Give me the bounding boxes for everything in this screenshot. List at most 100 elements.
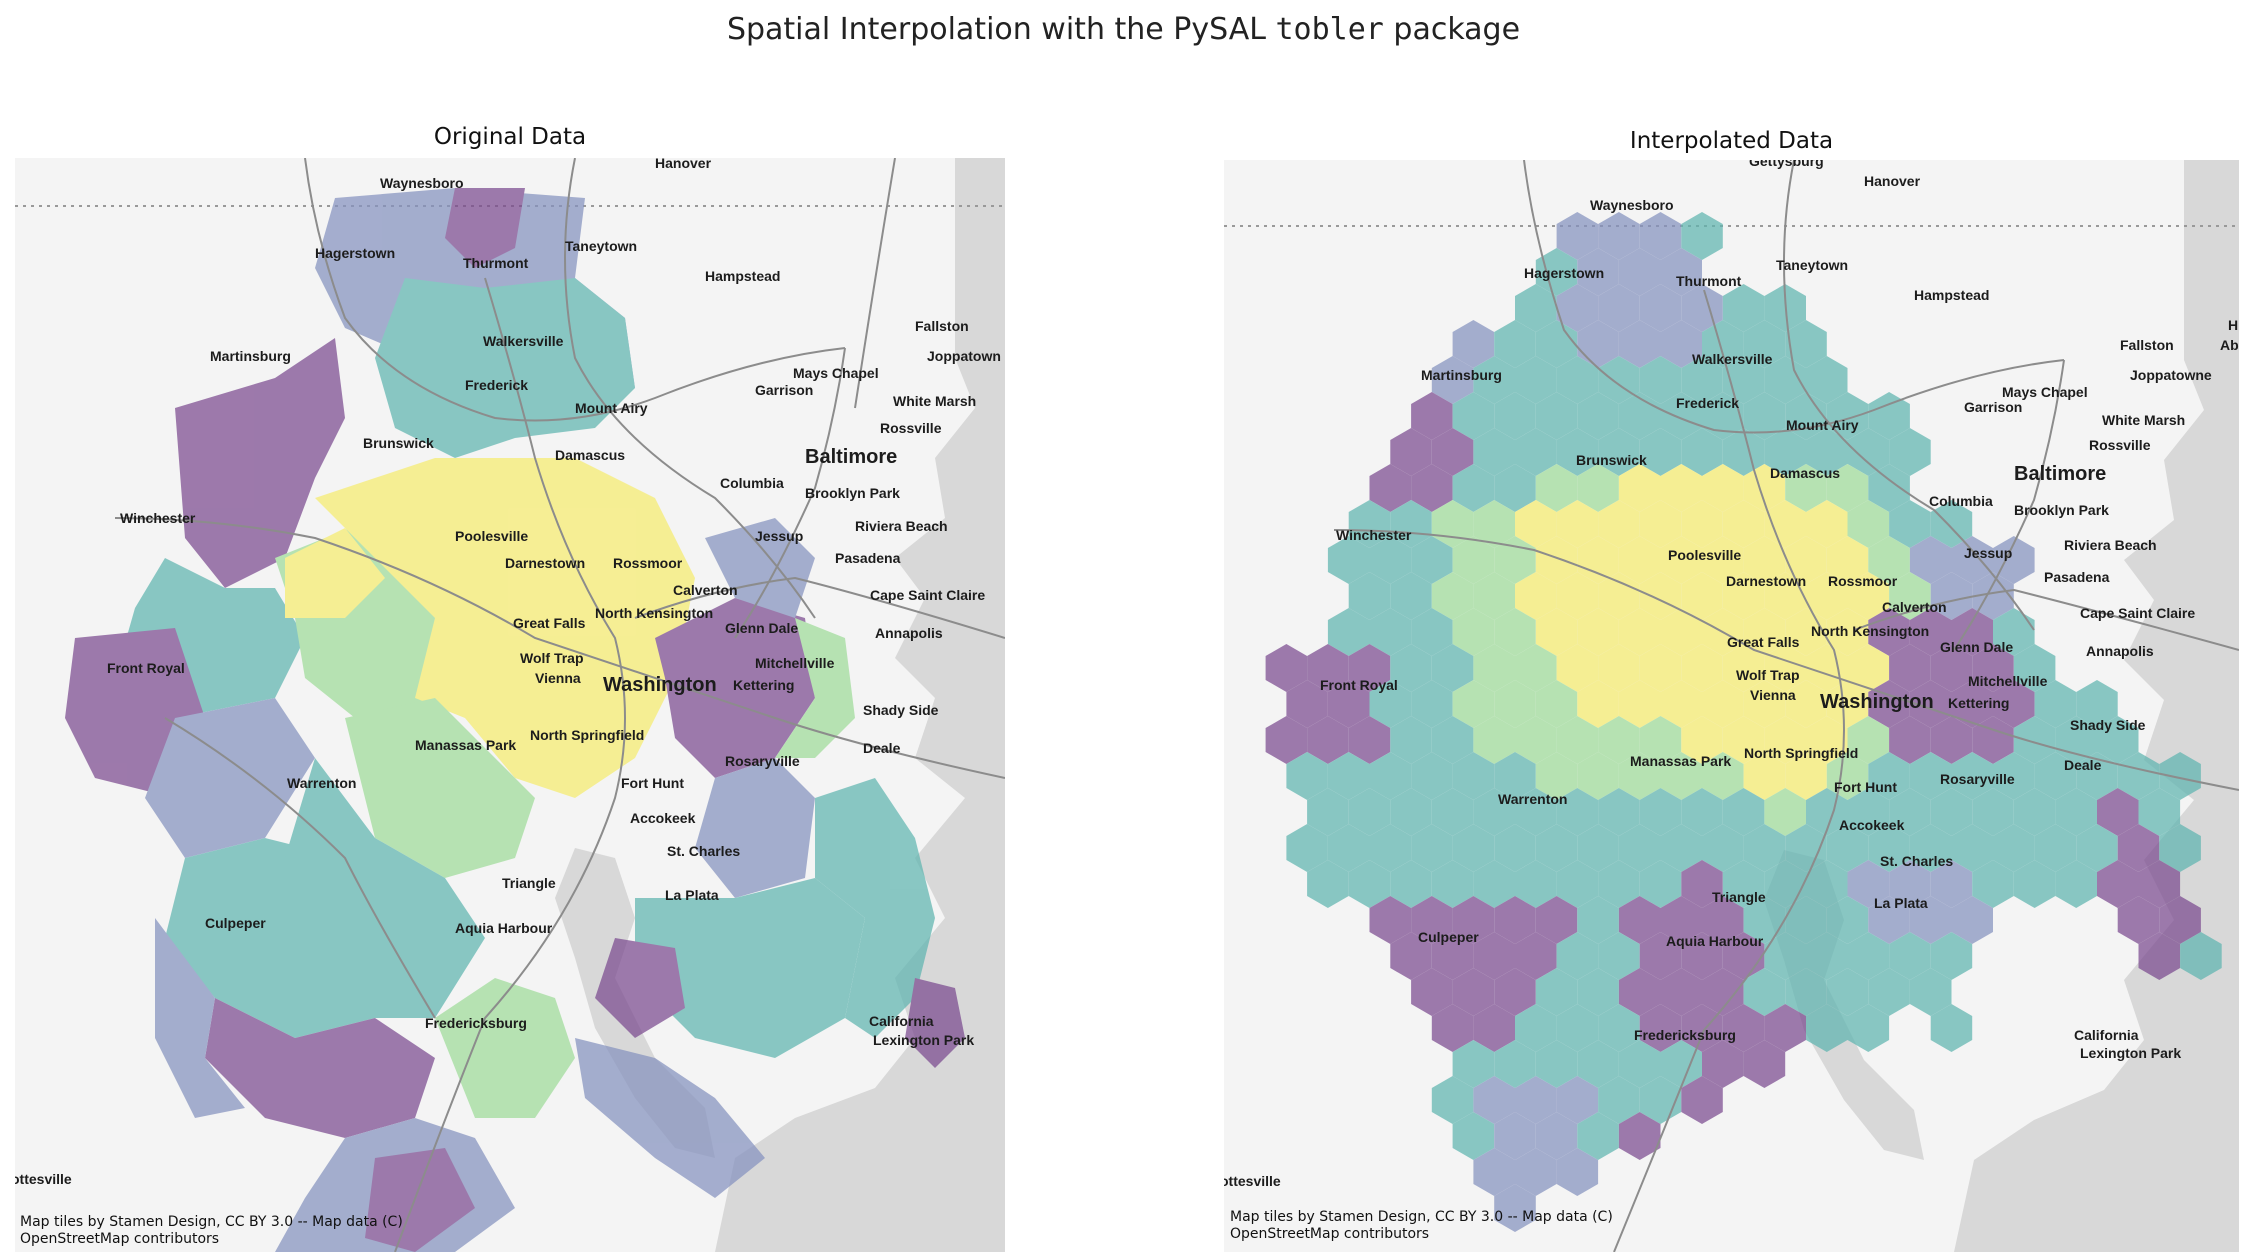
hex-cell	[1764, 860, 1806, 908]
hex-cell	[1702, 752, 1744, 800]
hex-cell	[1618, 464, 1661, 512]
hex-cell	[1722, 572, 1765, 620]
hex-cell	[2055, 860, 2097, 908]
hex-cell	[1702, 392, 1744, 440]
place-label: Hanover	[655, 158, 712, 171]
hex-cell	[1889, 428, 1931, 476]
place-label: Brunswick	[1576, 452, 1647, 468]
place-label: Manassas Park	[415, 737, 516, 753]
hex-cell	[1806, 572, 1848, 620]
hex-cell	[1660, 608, 1702, 656]
hex-cell	[1702, 680, 1744, 728]
hex-cell	[1660, 464, 1702, 512]
hex-cell	[1535, 248, 1578, 296]
place-label: Rosaryville	[725, 753, 800, 769]
hex-cell	[1369, 680, 1412, 728]
hex-cell	[1473, 788, 1515, 836]
hex-cell	[1515, 860, 1557, 908]
region-yellow-core	[315, 458, 695, 798]
place-label: North Springfield	[530, 727, 644, 743]
hex-cell	[1598, 284, 1640, 332]
hex-cell	[1598, 500, 1640, 548]
hex-cell	[1473, 1148, 1515, 1196]
hex-cell	[1556, 1148, 1599, 1196]
region-culpeper-blue	[155, 918, 245, 1118]
region-thurmont	[445, 188, 525, 268]
hex-cell	[1494, 752, 1536, 800]
interpolated-data-map[interactable]: Gettysburg Hanover Waynesboro Thurmont T…	[1224, 160, 2239, 1252]
hex-cell	[1722, 284, 1765, 332]
place-label: Cape Saint Claire	[870, 587, 985, 603]
hex-cell	[1473, 500, 1515, 548]
hex-cell	[1993, 752, 2035, 800]
hex-cell	[1972, 860, 2014, 908]
hex-cell	[1473, 1004, 1515, 1052]
place-label: St. Charles	[1880, 853, 1953, 869]
hex-cell	[1494, 392, 1536, 440]
region-fredericksburg-purple	[365, 1148, 475, 1252]
hex-cell	[1681, 500, 1723, 548]
hex-cell	[1494, 968, 1536, 1016]
hex-cell	[1930, 1004, 1973, 1052]
place-label: Calverton	[673, 582, 738, 598]
interpolated-data-map-svg: Gettysburg Hanover Waynesboro Thurmont T…	[1224, 160, 2239, 1252]
chesapeake-bay	[715, 158, 1005, 1252]
hex-cell	[1743, 392, 1786, 440]
place-label: Front Royal	[1320, 677, 1398, 693]
hex-cell	[2013, 788, 2056, 836]
hex-cell	[1639, 1004, 1682, 1052]
hex-cell	[1577, 1112, 1619, 1160]
place-label: Mitchellville	[1968, 673, 2048, 689]
hex-cell	[1889, 860, 1931, 908]
place-label: Pasadena	[2044, 569, 2110, 585]
place-label: Waynesboro	[1590, 197, 1674, 213]
place-label: Walkersville	[1692, 351, 1773, 367]
hex-cell	[1598, 428, 1640, 476]
hex-cell	[1535, 608, 1578, 656]
place-label: Winchester	[120, 510, 196, 526]
place-label: Poolesville	[1668, 547, 1741, 563]
original-data-map[interactable]: Hanover Waynesboro Thurmont Taneytown Ha…	[15, 158, 1005, 1252]
place-label: La Plata	[665, 887, 719, 903]
hex-cell	[1764, 356, 1806, 404]
hex-cell	[1702, 824, 1744, 872]
road-network	[114, 158, 1005, 1252]
hex-cell	[1806, 716, 1848, 764]
hex-cell	[1909, 536, 1952, 584]
region-east-blue	[705, 518, 815, 618]
hex-cell	[1327, 608, 1370, 656]
hex-cell	[1702, 320, 1744, 368]
hex-cell	[1556, 788, 1599, 836]
hex-cell	[2138, 932, 2181, 980]
hex-cell	[1390, 500, 1432, 548]
hex-cell	[1286, 752, 1328, 800]
place-label: Fallston	[915, 318, 969, 334]
hex-cell	[1764, 788, 1806, 836]
hex-cell	[1431, 932, 1474, 980]
region-mitchellville-green	[775, 618, 855, 758]
hex-cell	[1473, 644, 1515, 692]
region-calvert	[815, 778, 935, 1038]
hex-cell	[2013, 860, 2056, 908]
hex-cell	[1452, 320, 1495, 368]
hex-cell	[1722, 788, 1765, 836]
place-label: Garrison	[755, 382, 813, 398]
hex-cell	[1431, 572, 1474, 620]
hex-cell	[1722, 644, 1765, 692]
hex-cell	[1535, 392, 1578, 440]
right-map-attribution: Map tiles by Stamen Design, CC BY 3.0 --…	[1230, 1209, 1613, 1242]
hex-cell	[1577, 248, 1619, 296]
hex-cell	[1515, 1004, 1557, 1052]
hex-cell	[2097, 716, 2139, 764]
place-label: Shady Side	[2070, 717, 2146, 733]
hex-cell	[1764, 716, 1806, 764]
hex-cell	[1743, 608, 1786, 656]
hexbin-cells	[1265, 212, 2222, 1232]
hex-cell	[1535, 968, 1578, 1016]
hex-cell	[1473, 932, 1515, 980]
hex-cell	[1431, 788, 1474, 836]
hex-cell	[1889, 716, 1931, 764]
hex-cell	[1411, 752, 1453, 800]
place-label: Brunswick	[363, 435, 434, 451]
hex-cell	[1909, 896, 1952, 944]
